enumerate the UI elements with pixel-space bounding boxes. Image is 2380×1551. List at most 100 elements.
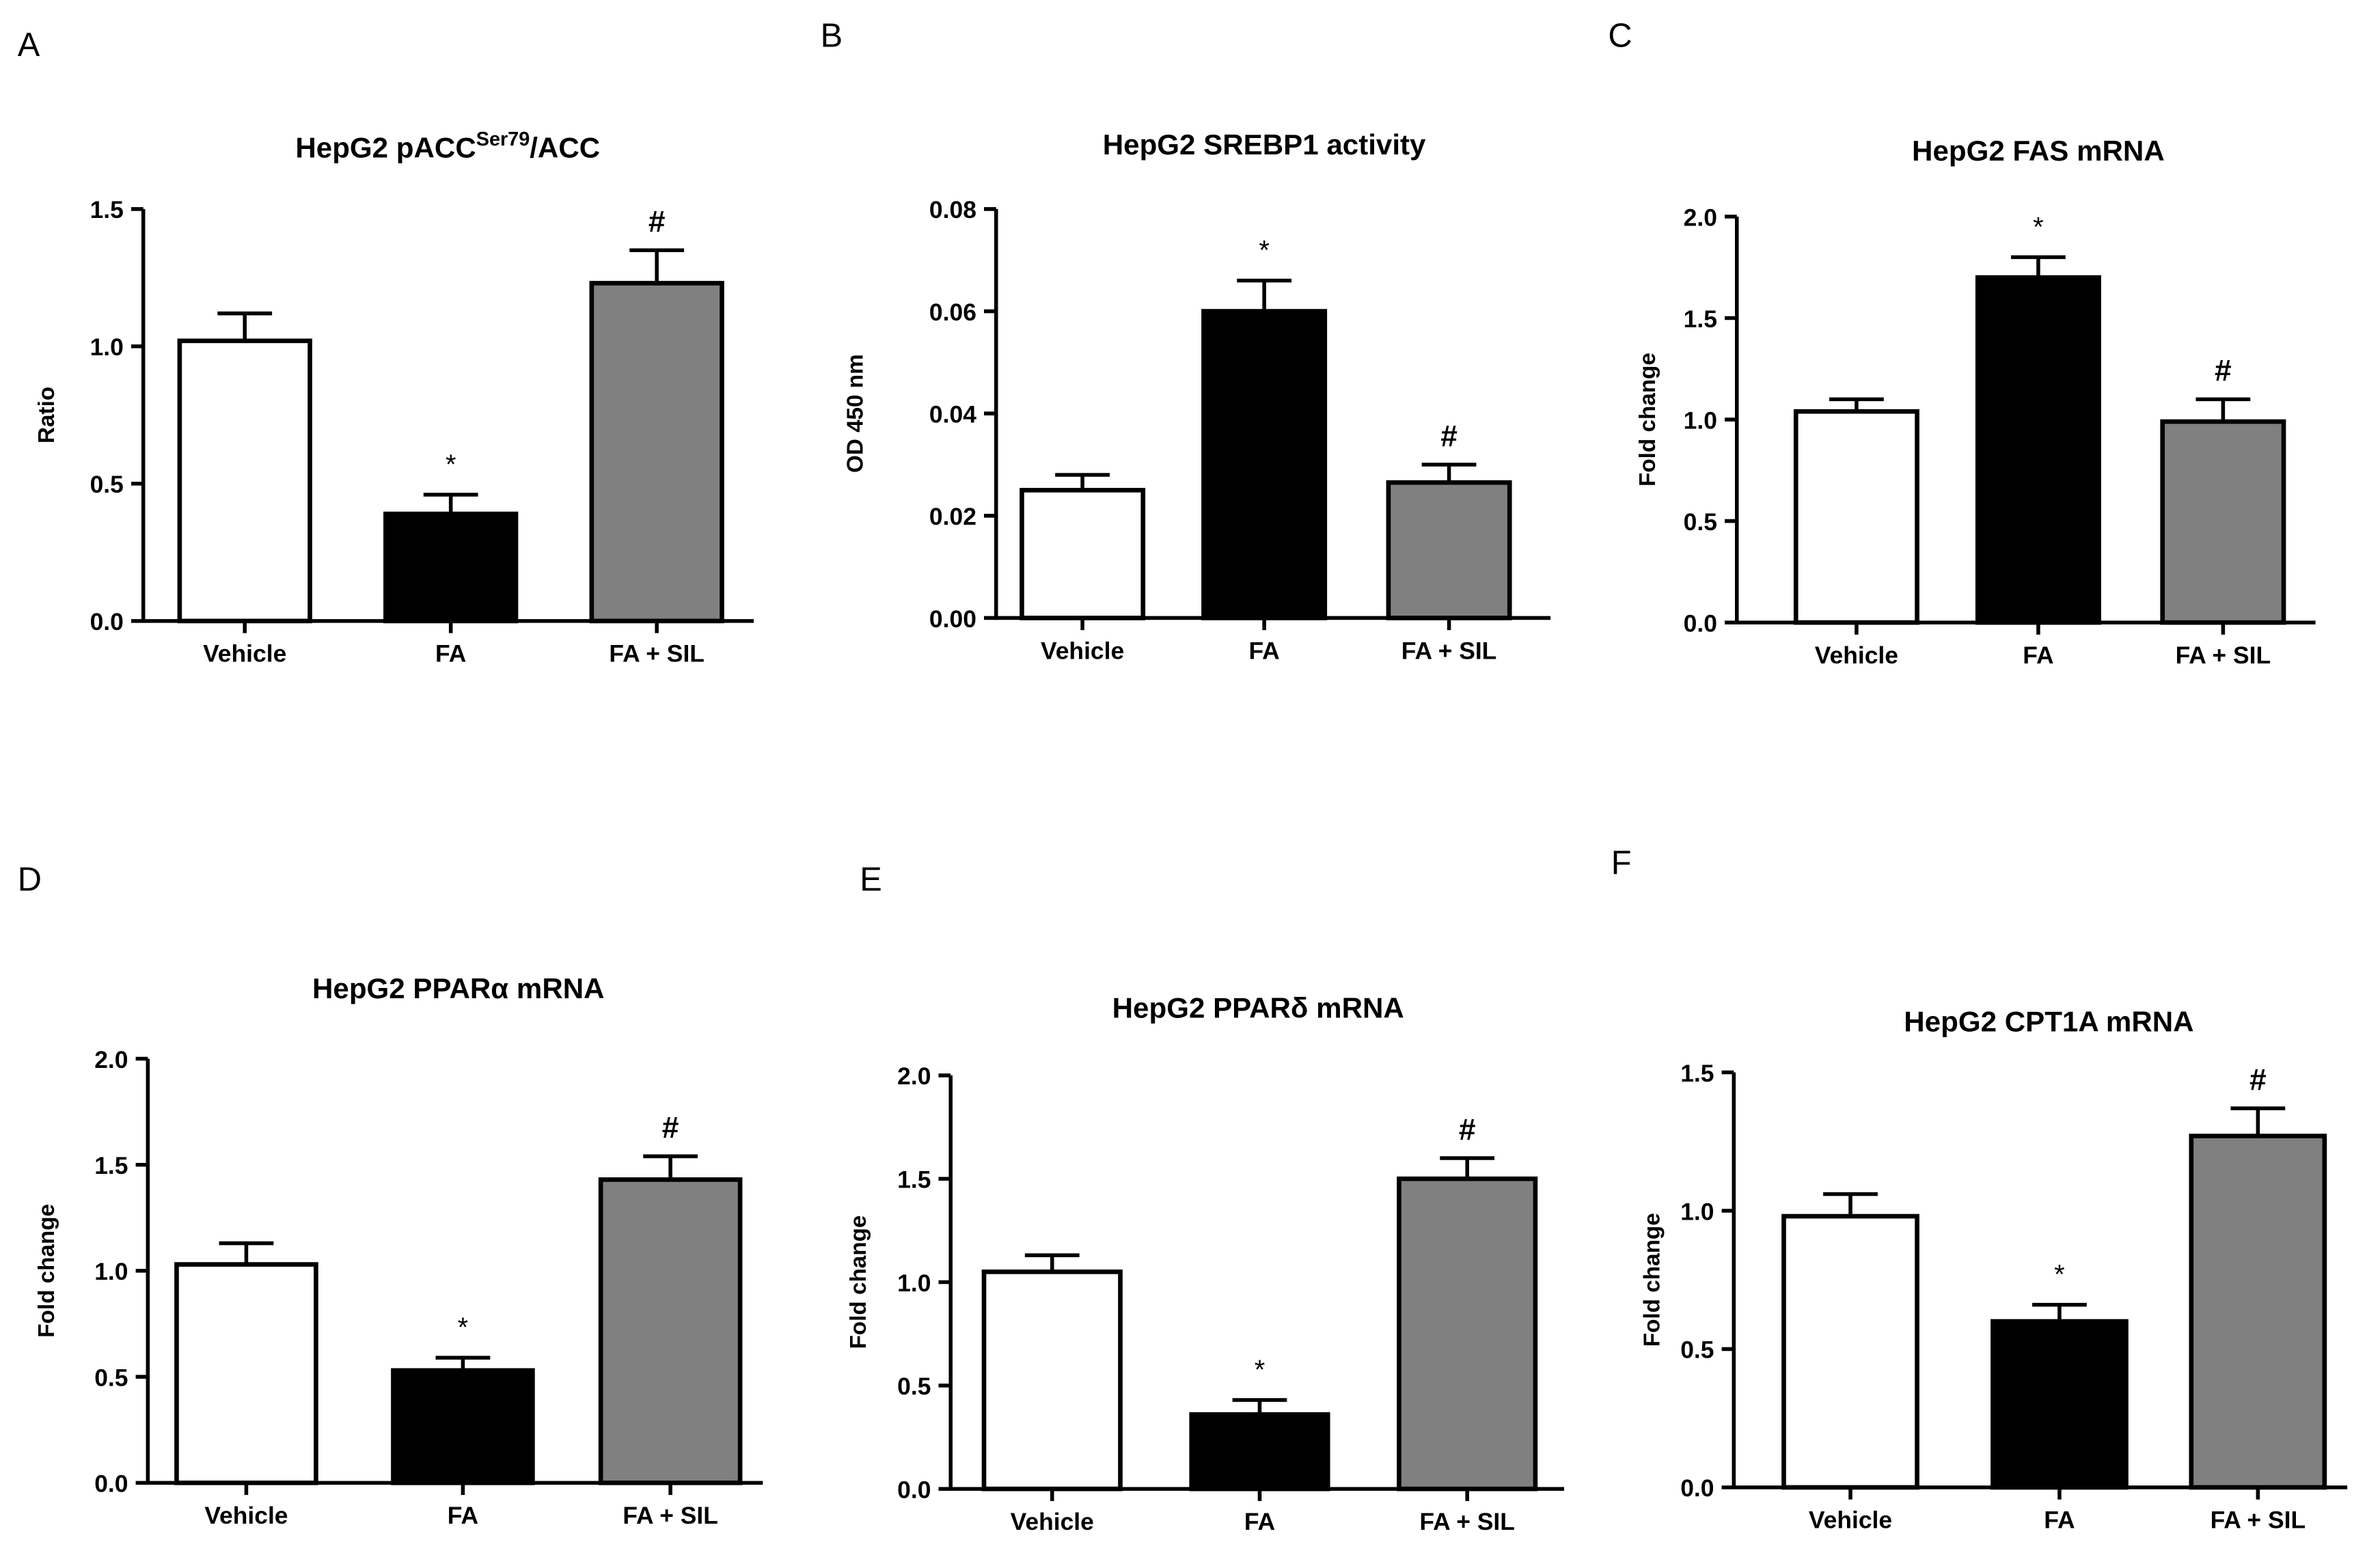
y-tick-label: 1.0 [94,1258,128,1285]
significance-asterisk: * [1255,1355,1266,1385]
y-tick-label: 0.5 [90,471,124,498]
bar-vehicle [177,338,312,624]
y-tick-label: 0.08 [929,196,976,223]
bar-vehicle [1793,409,1919,625]
panel-letter: F [1611,845,1632,881]
x-tick-label: Vehicle [204,1502,288,1529]
bar-vehicle [1020,488,1146,620]
x-tick-label: Vehicle [203,640,286,668]
y-tick-label: 0.06 [929,299,976,326]
y-tick-label: 0.5 [897,1373,931,1400]
chart-title: HepG2 SREBP1 activity [1103,128,1426,161]
bar-fa-sil [1386,480,1512,620]
bar-fa [1189,1412,1330,1492]
panel-letter: C [1608,18,1632,55]
y-axis-label: Fold change [846,1216,871,1349]
y-tick-label: 0.0 [90,608,124,635]
chart-title: HepG2 pACCSer79/ACC [295,128,600,164]
bar-vehicle [174,1262,318,1485]
bar-fa-sil [598,1177,743,1485]
significance-hash: # [2215,355,2232,388]
chart-title: HepG2 FAS mRNA [1912,135,2165,167]
y-tick-label: 0.02 [929,503,976,530]
x-tick-label: Vehicle [1815,642,1898,669]
y-tick-label: 2.0 [1684,204,1717,231]
x-tick-label: FA + SIL [623,1502,718,1529]
y-tick-label: 1.5 [94,1152,128,1179]
significance-hash: # [2249,1064,2267,1097]
x-tick-label: Vehicle [1041,637,1124,664]
y-tick-label: 1.0 [897,1269,931,1297]
significance-hash: # [1440,420,1458,453]
y-tick-label: 0.5 [1680,1336,1714,1364]
x-tick-label: FA + SIL [2176,642,2271,669]
y-tick-label: 0.0 [1680,1474,1714,1502]
x-tick-label: FA + SIL [1401,637,1497,664]
significance-asterisk: * [446,450,456,480]
panel-f: F HepG2 CPT1A mRNA Fold change 0.0 0.5 1.0 1.5… [1611,845,2348,1534]
y-axis-label: Ratio [34,387,59,443]
significance-asterisk: * [2054,1260,2065,1290]
y-tick-label: 0.5 [1684,508,1717,536]
y-tick-label: 0.5 [94,1364,128,1391]
bar-fa-sil [1397,1176,1538,1492]
x-tick-label: FA + SIL [1419,1508,1515,1535]
y-tick-label: 0.0 [94,1470,128,1498]
y-axis-label: Fold change [34,1204,59,1338]
significance-hash: # [648,206,666,239]
y-tick-label: 1.0 [90,333,124,361]
x-tick-label: Vehicle [1809,1507,1892,1534]
y-tick-label: 1.5 [90,196,124,223]
panel-b: B HepG2 SREBP1 activity OD 450 nm 0.00 0.02 0… [821,18,1551,664]
x-tick-label: FA [1248,637,1279,664]
significance-asterisk: * [1259,236,1270,266]
y-axis-label: Fold change [1640,1213,1665,1347]
x-tick-label: FA [2044,1507,2075,1534]
x-tick-label: FA [435,640,466,668]
bar-vehicle [1781,1213,1919,1490]
y-tick-label: 2.0 [897,1062,931,1090]
panel-e: E HepG2 PPARδ mRNA Fold change 0.0 0.5 1.0 1.5… [846,861,1565,1535]
bar-fa [1975,275,2101,625]
y-tick-label: 0.0 [897,1476,931,1503]
x-tick-label: FA [2023,642,2053,669]
x-tick-label: FA + SIL [2211,1507,2306,1534]
bar-fa-sil [2189,1134,2327,1490]
chart-title: HepG2 CPT1A mRNA [1904,1006,2193,1038]
significance-hash: # [662,1112,679,1145]
y-tick-label: 0.0 [1684,609,1717,637]
panel-c: C HepG2 FAS mRNA Fold change 0.0 0.5 1.0 1.5 2.… [1608,18,2316,669]
bar-vehicle [981,1269,1123,1492]
panel-letter: B [821,18,843,55]
bar-fa [1991,1319,2129,1490]
y-axis-label: Fold change [1635,353,1660,486]
y-tick-label: 1.0 [1684,407,1717,434]
x-tick-label: FA [448,1502,478,1529]
x-tick-label: FA + SIL [609,640,705,668]
panel-d: D HepG2 PPARα mRNA Fold change 0.0 0.5 1.0 1.5… [18,861,763,1529]
bar-fa [391,1368,535,1485]
bar-fa-sil [589,281,724,624]
chart-title: HepG2 PPARα mRNA [312,972,605,1004]
significance-asterisk: * [458,1313,469,1343]
y-tick-label: 1.5 [897,1166,931,1194]
panel-letter: A [18,27,40,64]
y-tick-label: 1.0 [1680,1198,1714,1225]
significance-asterisk: * [2033,212,2044,242]
bar-fa-sil [2160,419,2286,625]
panel-a: A HepG2 pACCSer79/ACC Ratio 0.0 0.5 1.0 1.5 Veh… [18,27,754,668]
panel-letter: E [860,861,882,898]
y-axis-label: OD 450 nm [843,354,868,473]
y-tick-label: 2.0 [94,1046,128,1073]
y-tick-label: 0.00 [929,605,976,633]
y-tick-label: 1.5 [1684,305,1717,333]
x-tick-label: FA [1244,1508,1275,1535]
y-tick-label: 0.04 [929,400,976,428]
y-tick-label: 1.5 [1680,1060,1714,1087]
chart-title: HepG2 PPARδ mRNA [1112,992,1404,1024]
bar-fa [383,511,519,624]
panel-letter: D [18,861,42,898]
significance-hash: # [1459,1113,1476,1147]
